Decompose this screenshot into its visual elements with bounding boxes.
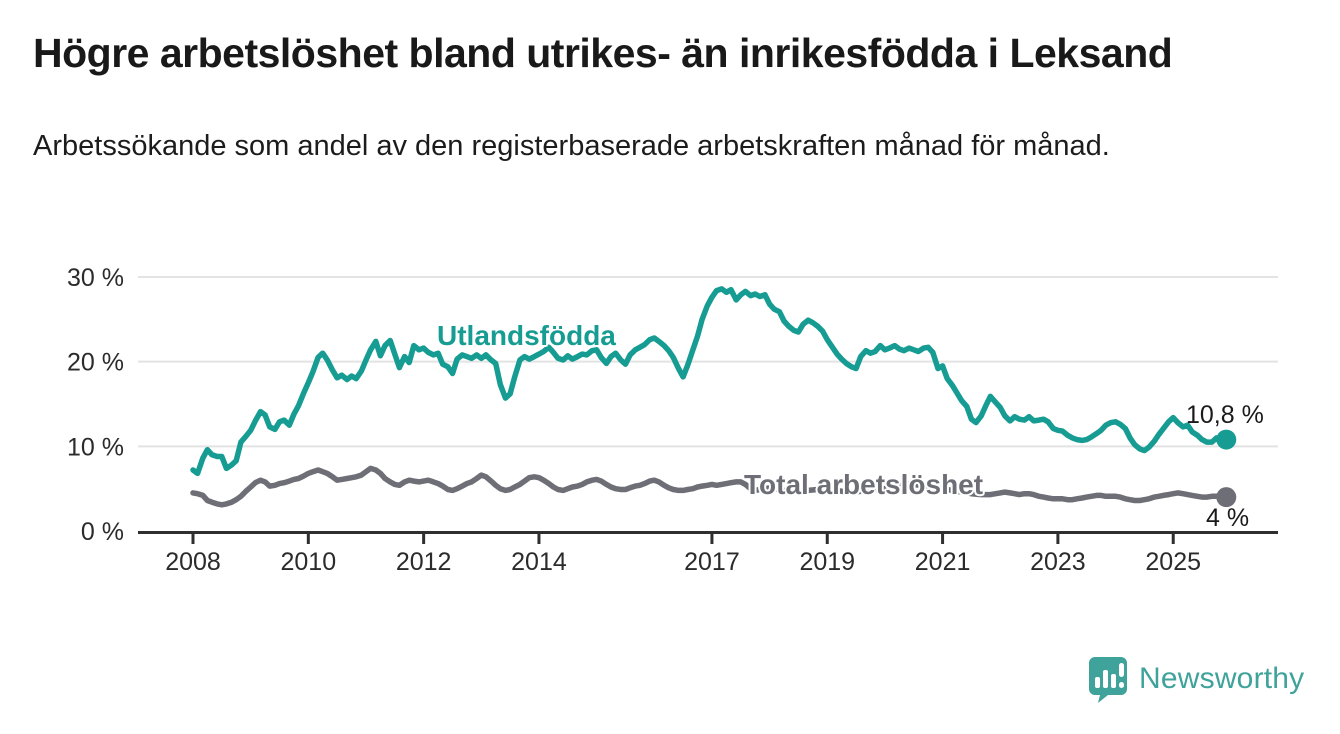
x-tick-label: 2012 [396,548,452,576]
end-value-label-total-arbetsloshet: 4 % [1206,504,1250,532]
exclamation-dot [1119,682,1124,688]
x-tick-label: 2008 [165,548,221,576]
exclamation-bar [1119,663,1124,677]
series-line-utlandsf-dda [190,286,1230,477]
series-end-dot-total-arbetsl-shet [1216,487,1237,508]
x-tick-label: 2023 [1030,548,1086,576]
y-tick-label: 0 % [81,518,124,546]
newsworthy-logo: Newsworthy [1086,655,1304,703]
y-tick-label: 20 % [67,349,124,377]
bar-medium [1111,674,1116,688]
y-tick-label: 10 % [67,433,124,461]
series-end-dot-utlandsf-dda [1216,429,1237,450]
x-tick-label: 2017 [684,548,740,576]
x-tick-label: 2014 [511,548,567,576]
series-label-total-arbetsloshet: Total arbetslöshet [744,469,984,500]
x-tick-label: 2019 [799,548,855,576]
y-tick-label: 30 % [67,264,124,292]
chart-title: Högre arbetslöshet bland utrikes- än inr… [33,30,1173,76]
series-line-total-arbetsl-shet [190,465,1230,508]
newsworthy-logo-text: Newsworthy [1139,662,1305,695]
x-tick-label: 2025 [1145,548,1201,576]
x-tick-label: 2010 [281,548,337,576]
series-label-utlandsfodda: Utlandsfödda [437,320,616,351]
bar-tall [1103,670,1108,688]
bar-small [1095,677,1100,688]
newsworthy-logo-icon [1089,657,1127,703]
chart-subtitle: Arbetssökande som andel av den registerb… [33,130,1110,162]
x-tick-label: 2021 [915,548,971,576]
end-value-label-utlandsfodda: 10,8 % [1186,401,1264,429]
